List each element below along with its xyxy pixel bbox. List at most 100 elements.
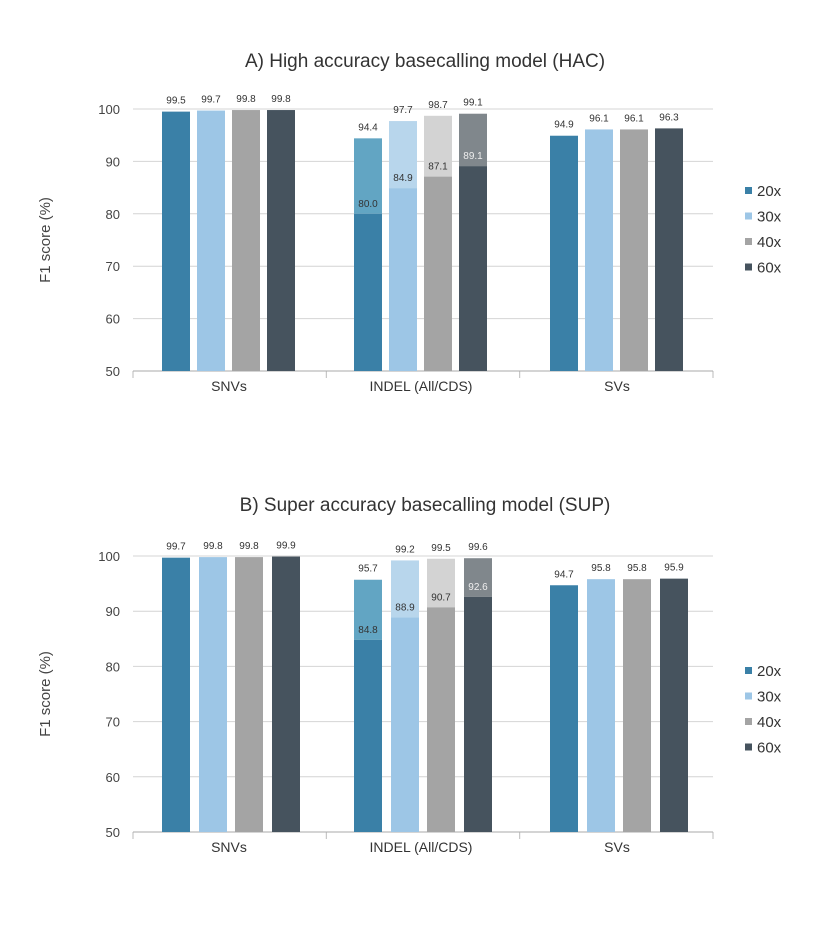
data-label: 99.8 [236,94,256,105]
bar-60x [660,578,688,832]
y-tick-label: 70 [106,715,120,730]
bar-40x [232,110,260,371]
bar-60x-cds [459,166,487,371]
y-tick-label: 70 [106,259,120,274]
data-label: 88.9 [395,602,415,613]
x-tick-label: SVs [604,839,630,855]
data-label: 97.7 [393,105,413,116]
legend-swatch [745,667,752,674]
legend-label: 40x [757,234,782,251]
data-label: 99.8 [203,541,223,552]
legend-swatch [745,212,752,220]
chart-title: A) High accuracy basecalling model (HAC) [245,51,605,72]
data-label: 96.1 [589,113,609,124]
y-tick-label: 50 [106,364,120,379]
bar-40x-cds [424,176,452,371]
bar-20x [162,557,190,832]
legend-swatch [745,692,752,700]
bar-40x-cds [427,607,455,832]
data-label: 95.8 [591,563,611,574]
data-label: 94.7 [554,569,574,580]
bar-30x [587,579,615,832]
data-label: 95.8 [627,563,647,574]
y-axis-label: F1 score (%) [37,651,54,737]
y-tick-label: 50 [106,825,120,840]
bar-30x [199,557,227,832]
legend-label: 40x [757,714,782,731]
bar-30x [585,129,613,371]
bar-40x [623,579,651,832]
legend-swatch [745,263,752,271]
data-label: 99.8 [239,541,259,552]
y-tick-label: 80 [106,207,120,222]
data-label: 98.7 [428,100,448,111]
x-tick-label: SNVs [211,378,247,394]
data-label: 95.7 [358,564,378,575]
data-label: 99.7 [166,542,186,553]
bar-20x [550,135,578,371]
bar-60x [267,110,295,371]
bar-60x [272,556,300,832]
legend-label: 60x [757,740,782,757]
data-label: 89.1 [463,151,483,162]
data-label: 80.0 [358,199,378,210]
legend-label: 60x [757,260,782,277]
bar-30x [197,110,225,372]
bar-20x-cds [354,639,382,832]
bar-60x-cds [464,596,492,832]
data-label: 95.9 [664,563,684,574]
x-tick-label: INDEL (All/CDS) [370,839,473,855]
y-tick-label: 90 [106,604,120,619]
bar-60x-all [459,113,487,167]
legend-swatch [745,238,752,245]
bar-40x-all [427,558,455,608]
bar-60x-all [464,558,492,597]
bar-30x-all [389,121,417,189]
legend-label: 20x [757,183,782,200]
bar-20x-all [354,138,382,214]
bar-40x-all [424,115,452,177]
y-tick-label: 60 [106,770,120,785]
data-label: 94.4 [358,122,378,133]
data-label: 99.9 [276,541,296,552]
bar-40x [235,557,263,832]
bar-20x [162,111,190,372]
data-label: 99.5 [431,543,451,554]
data-label: 94.9 [554,120,574,131]
data-label: 99.5 [166,96,186,107]
data-label: 84.9 [393,173,413,184]
y-axis-label: F1 score (%) [37,197,54,283]
bar-30x-cds [391,617,419,832]
bar-60x [655,128,683,371]
data-label: 99.8 [271,94,291,105]
data-label: 99.2 [395,544,415,555]
data-label: 99.7 [201,95,221,106]
legend-swatch [745,718,752,725]
legend-label: 20x [757,663,782,680]
data-label: 92.6 [468,582,488,593]
x-tick-label: SVs [604,378,630,394]
legend-swatch [745,743,752,751]
bar-20x-cds [354,213,382,371]
legend-label: 30x [757,689,782,706]
bar-30x-all [391,560,419,618]
bar-20x [550,585,578,832]
data-label: 84.8 [358,625,378,636]
data-label: 99.1 [463,98,483,109]
data-label: 87.1 [428,162,448,173]
y-tick-label: 100 [98,102,120,117]
data-label: 96.3 [659,112,679,123]
x-tick-label: INDEL (All/CDS) [370,378,473,394]
chart-title: B) Super accuracy basecalling model (SUP… [240,495,611,516]
y-tick-label: 60 [106,312,120,327]
bar-30x-cds [389,188,417,371]
x-tick-label: SNVs [211,839,247,855]
bar-20x-all [354,579,382,640]
y-tick-label: 100 [98,549,120,564]
y-tick-label: 90 [106,154,120,169]
data-label: 96.1 [624,113,644,124]
y-tick-label: 80 [106,659,120,674]
legend-label: 30x [757,209,782,226]
bar-40x [620,129,648,371]
